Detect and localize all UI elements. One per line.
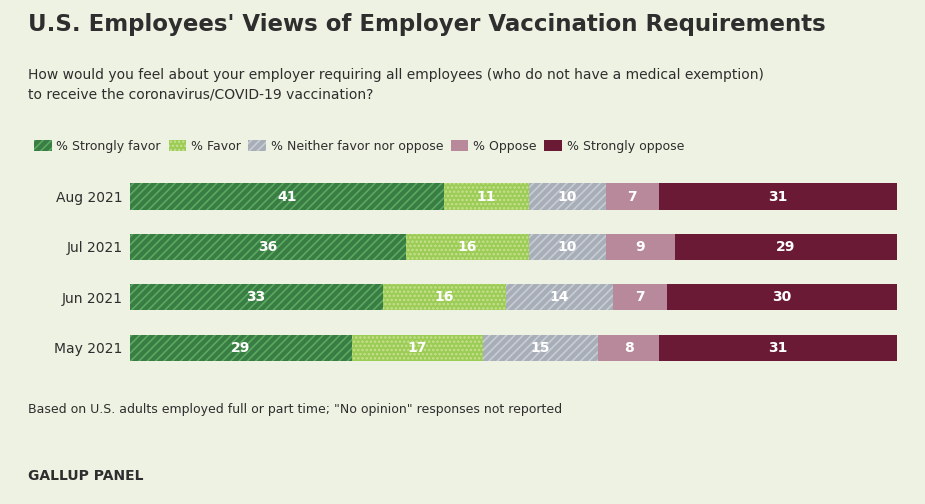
Text: 10: 10	[558, 190, 577, 204]
Text: 14: 14	[549, 290, 569, 304]
Text: 31: 31	[769, 341, 788, 355]
Text: 7: 7	[627, 190, 637, 204]
Text: 16: 16	[458, 240, 477, 254]
Bar	[598, 335, 660, 361]
Text: 11: 11	[476, 190, 496, 204]
Text: 17: 17	[408, 341, 427, 355]
Bar	[529, 234, 606, 260]
Text: 9: 9	[635, 240, 645, 254]
Bar	[674, 234, 897, 260]
Text: 41: 41	[278, 190, 297, 204]
Text: 29: 29	[231, 341, 251, 355]
Text: 29: 29	[776, 240, 796, 254]
Bar	[130, 183, 444, 210]
Text: GALLUP PANEL: GALLUP PANEL	[28, 469, 143, 483]
Bar	[130, 284, 383, 310]
Bar	[613, 284, 667, 310]
Text: U.S. Employees' Views of Employer Vaccination Requirements: U.S. Employees' Views of Employer Vaccin…	[28, 13, 825, 36]
Text: 16: 16	[435, 290, 454, 304]
Text: Based on U.S. adults employed full or part time; "No opinion" responses not repo: Based on U.S. adults employed full or pa…	[28, 403, 561, 416]
Text: 30: 30	[772, 290, 792, 304]
Bar	[444, 183, 529, 210]
Text: 8: 8	[623, 341, 634, 355]
Bar	[660, 335, 897, 361]
Text: How would you feel about your employer requiring all employees (who do not have : How would you feel about your employer r…	[28, 68, 764, 101]
Legend: % Strongly favor, % Favor, % Neither favor nor oppose, % Oppose, % Strongly oppo: % Strongly favor, % Favor, % Neither fav…	[34, 140, 684, 153]
Text: 15: 15	[531, 341, 550, 355]
Bar	[529, 183, 606, 210]
Text: 7: 7	[635, 290, 645, 304]
Text: 33: 33	[247, 290, 265, 304]
Bar	[406, 234, 529, 260]
Bar	[352, 335, 483, 361]
Bar	[606, 183, 660, 210]
Bar	[660, 183, 897, 210]
Bar	[130, 335, 352, 361]
Bar	[130, 234, 406, 260]
Bar	[506, 284, 613, 310]
Bar	[383, 284, 506, 310]
Bar	[667, 284, 897, 310]
Text: 36: 36	[258, 240, 278, 254]
Text: 31: 31	[769, 190, 788, 204]
Bar	[483, 335, 598, 361]
Bar	[606, 234, 674, 260]
Text: 10: 10	[558, 240, 577, 254]
